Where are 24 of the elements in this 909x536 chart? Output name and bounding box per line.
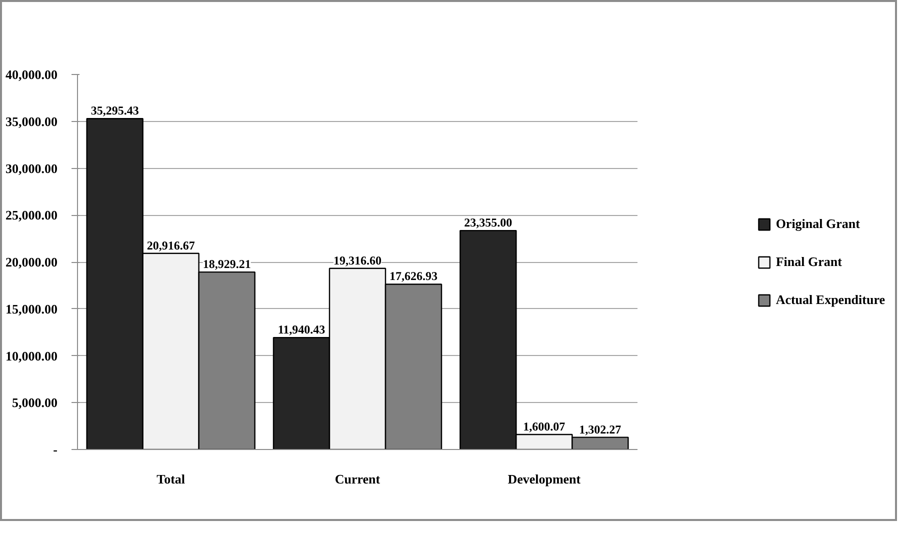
y-tick-label: -	[53, 442, 58, 457]
data-label: 20,916.67	[146, 238, 195, 252]
y-tick-label: 30,000.00	[6, 160, 58, 176]
y-tick-label: 40,000.00	[6, 67, 58, 82]
x-tick-label: Development	[508, 472, 582, 486]
y-tick-label: 20,000.00	[6, 254, 58, 270]
legend-label: Actual Expenditure	[776, 292, 885, 308]
y-tick-label: 15,000.00	[6, 301, 58, 316]
data-label: 1,302.27	[579, 422, 622, 436]
data-label: 35,295.43	[90, 104, 139, 118]
y-tick-label: 5,000.00	[12, 395, 58, 410]
data-label: 17,626.93	[390, 269, 438, 284]
legend-label: Original Grant	[776, 216, 860, 232]
data-label: 19,316.60	[334, 253, 382, 268]
y-tick-label: 10,000.00	[6, 348, 58, 364]
x-tick-label: Total	[156, 472, 186, 486]
y-tick-label: 25,000.00	[6, 208, 58, 223]
y-tick-label: 35,000.00	[6, 114, 58, 129]
data-label: 18,929.21	[202, 257, 251, 272]
data-label: 23,355.00	[464, 216, 512, 230]
x-tick-label: Current	[334, 472, 381, 486]
legend-label: Final Grant	[776, 254, 842, 270]
data-label: 11,940.43	[278, 322, 326, 337]
data-label: 1,600.07	[523, 420, 566, 434]
